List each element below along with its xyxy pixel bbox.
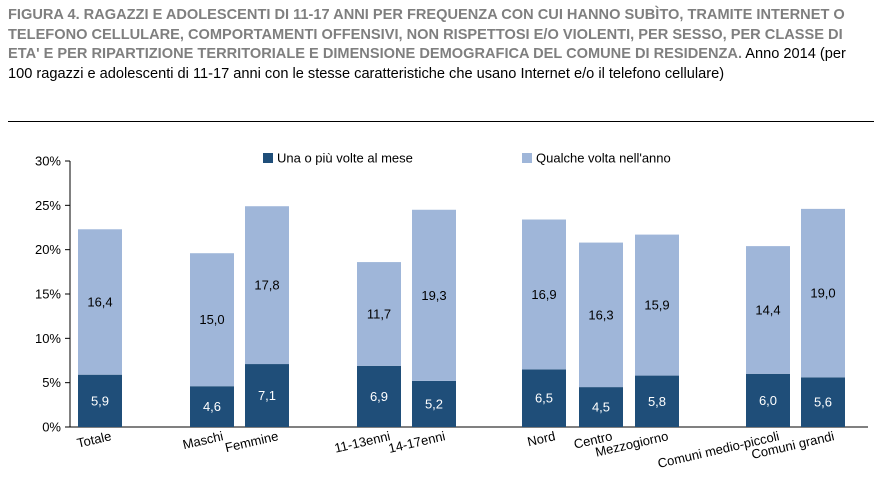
legend-swatch-yearly — [522, 153, 532, 163]
data-label-yearly: 15,9 — [644, 298, 669, 313]
data-label-monthly: 6,9 — [370, 389, 388, 404]
y-tick-label: 15% — [35, 287, 61, 302]
bar-segment-monthly — [746, 373, 790, 427]
data-label-yearly: 19,3 — [421, 288, 446, 303]
legend-label-monthly: Una o più volte al mese — [277, 151, 413, 166]
bar-segment-monthly — [635, 375, 679, 427]
bar-segment-yearly — [801, 208, 845, 378]
bar-segment-yearly — [78, 229, 122, 375]
y-tick-label: 30% — [35, 154, 61, 169]
data-label-yearly: 15,0 — [199, 312, 224, 327]
x-category-label: 11-13enni — [333, 428, 392, 455]
bar-segment-monthly — [579, 387, 623, 427]
bar-segment-monthly — [190, 386, 234, 427]
bar-segment-yearly — [357, 262, 401, 366]
x-category-label: 14-17enni — [387, 428, 447, 456]
data-label-yearly: 14,4 — [755, 302, 780, 317]
bar-segment-yearly — [746, 246, 790, 374]
data-label-monthly: 7,1 — [258, 388, 276, 403]
data-label-monthly: 6,0 — [759, 393, 777, 408]
legend: Una o più volte al mese Qualche volta nel… — [263, 151, 671, 166]
y-tick-label: 20% — [35, 242, 61, 257]
x-category-label: Nord — [526, 428, 557, 449]
bar-segment-monthly — [522, 369, 566, 427]
data-label-yearly: 16,3 — [588, 307, 613, 322]
data-label-monthly: 6,5 — [535, 391, 553, 406]
x-category-label: Totale — [75, 428, 112, 450]
y-tick-label: 0% — [42, 420, 61, 435]
bar-segment-yearly — [579, 242, 623, 388]
figure-title: FIGURA 4. RAGAZZI E ADOLESCENTI DI 11-17… — [8, 7, 845, 62]
data-label-monthly: 4,6 — [203, 399, 221, 414]
data-label-yearly: 16,4 — [87, 294, 112, 309]
data-label-yearly: 16,9 — [531, 287, 556, 302]
data-label-monthly: 5,6 — [814, 395, 832, 410]
y-tick-label: 10% — [35, 331, 61, 346]
legend-label-yearly: Qualche volta nell'anno — [536, 151, 671, 166]
bar-segment-yearly — [635, 234, 679, 376]
bar-segment-yearly — [522, 219, 566, 370]
data-label-monthly: 5,9 — [91, 393, 109, 408]
bar-segment-monthly — [801, 377, 845, 427]
figure-subtitle: Anno 2014 (per 100 ragazzi e adolescenti… — [8, 46, 846, 82]
data-label-monthly: 5,2 — [425, 396, 443, 411]
y-tick-label: 5% — [42, 375, 61, 390]
data-label-monthly: 5,8 — [648, 394, 666, 409]
bar-segment-yearly — [412, 209, 456, 381]
bar-segment-monthly — [357, 365, 401, 427]
bar-segment-yearly — [245, 206, 289, 365]
legend-swatch-monthly — [263, 153, 273, 163]
header-rule — [8, 121, 874, 122]
data-label-yearly: 11,7 — [367, 306, 391, 321]
bar-segment-monthly — [245, 364, 289, 427]
x-category-label: Femmine — [224, 428, 280, 455]
x-category-label: Maschi — [181, 428, 225, 452]
data-label-yearly: 17,8 — [254, 278, 279, 293]
bar-segment-monthly — [412, 380, 456, 427]
data-label-monthly: 4,5 — [592, 400, 610, 415]
bar-segment-yearly — [190, 253, 234, 387]
data-label-yearly: 19,0 — [810, 286, 835, 301]
figure-header: FIGURA 4. RAGAZZI E ADOLESCENTI DI 11-17… — [8, 6, 874, 84]
y-tick-label: 25% — [35, 198, 61, 213]
bar-segment-monthly — [78, 374, 122, 427]
